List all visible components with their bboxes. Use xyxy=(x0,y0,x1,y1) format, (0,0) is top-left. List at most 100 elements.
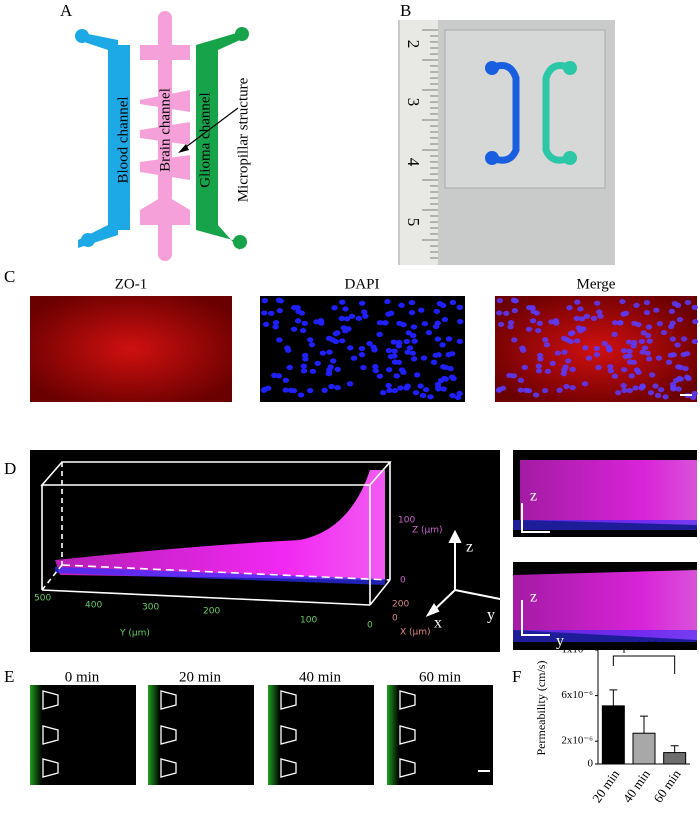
axis-glyph: x xyxy=(556,539,564,556)
nucleus xyxy=(358,300,366,306)
nucleus xyxy=(314,360,321,366)
nucleus xyxy=(413,372,421,378)
nucleus xyxy=(261,298,269,304)
pillar xyxy=(399,725,416,745)
time-label: 0 min xyxy=(65,669,100,685)
nucleus xyxy=(355,315,363,321)
nucleus xyxy=(418,307,425,313)
nucleus xyxy=(398,302,405,308)
nucleus xyxy=(607,363,614,370)
vessel xyxy=(387,685,399,785)
fluorescence-image xyxy=(387,685,493,785)
tick-label: 0 xyxy=(392,614,398,624)
nucleus xyxy=(496,310,503,316)
nucleus xyxy=(410,356,418,362)
nucleus xyxy=(403,338,411,345)
chip-photo xyxy=(398,20,615,265)
nucleus xyxy=(308,342,316,348)
axis-glyph: z xyxy=(466,539,473,556)
ruler-label: 5 xyxy=(404,218,423,227)
nucleus xyxy=(326,349,333,355)
nucleus xyxy=(532,392,540,398)
nucleus xyxy=(290,326,298,332)
nucleus xyxy=(691,390,698,397)
nucleus xyxy=(272,324,279,330)
pillar xyxy=(160,725,177,745)
nucleus xyxy=(561,367,568,373)
nucleus xyxy=(553,320,560,326)
nucleus xyxy=(448,351,456,357)
nucleus xyxy=(419,392,427,399)
nucleus xyxy=(321,387,328,393)
nucleus xyxy=(561,349,568,355)
time-label: 40 min xyxy=(299,669,342,685)
nucleus xyxy=(404,349,411,355)
pillar xyxy=(160,758,177,778)
nucleus xyxy=(626,348,633,354)
nucleus xyxy=(326,367,333,373)
nucleus xyxy=(277,298,284,304)
nucleus xyxy=(566,305,573,311)
nucleus xyxy=(653,307,660,313)
nucleus xyxy=(411,338,418,344)
nucleus xyxy=(408,299,416,306)
nucleus xyxy=(432,352,439,358)
nucleus xyxy=(583,313,591,319)
nucleus xyxy=(573,338,581,344)
nucleus xyxy=(449,392,456,399)
nucleus xyxy=(626,387,634,394)
nucleus xyxy=(339,299,346,305)
ruler-label: 2 xyxy=(404,40,423,49)
nucleus xyxy=(541,387,549,394)
panel-letter: F xyxy=(512,667,521,686)
nucleus xyxy=(631,320,638,326)
nucleus xyxy=(525,388,533,394)
nucleus xyxy=(434,336,441,342)
x-tick-label: 40 min xyxy=(620,766,653,805)
nucleus xyxy=(358,345,366,352)
nucleus xyxy=(680,336,688,342)
nucleus xyxy=(665,359,673,365)
nucleus xyxy=(434,381,442,388)
nucleus xyxy=(347,345,354,351)
tick-label: 500 xyxy=(34,594,51,604)
nucleus xyxy=(631,339,638,346)
fluorescence-image xyxy=(268,685,374,785)
nucleus xyxy=(441,316,449,323)
ruler-label: 4 xyxy=(404,158,423,167)
nucleus xyxy=(437,377,445,384)
nucleus xyxy=(510,373,518,379)
nucleus xyxy=(578,316,586,322)
nucleus xyxy=(682,365,689,372)
y-axis-label: Permeability (cm/s) xyxy=(534,661,548,756)
annotation: Micropillar structure xyxy=(235,77,251,202)
nucleus xyxy=(370,344,377,350)
nucleus xyxy=(543,342,551,348)
nucleus xyxy=(648,372,656,378)
nucleus xyxy=(569,385,576,391)
bar xyxy=(601,705,625,765)
y-tick-label: 6x10⁻⁶ xyxy=(561,689,593,701)
nucleus xyxy=(668,308,676,314)
nucleus xyxy=(625,339,633,345)
nucleus xyxy=(396,320,403,326)
nucleus xyxy=(385,367,393,373)
nucleus xyxy=(409,350,416,356)
nucleus xyxy=(643,299,651,306)
panel-letter: D xyxy=(4,459,16,478)
nucleus xyxy=(646,338,653,344)
nucleus xyxy=(404,384,411,390)
nucleus xyxy=(440,386,447,392)
nucleus xyxy=(350,355,358,361)
nucleus xyxy=(657,387,665,393)
nucleus xyxy=(439,342,446,348)
axis-label: X (μm) xyxy=(400,628,431,638)
nucleus xyxy=(360,364,367,371)
significance-bracket xyxy=(612,655,676,674)
nucleus xyxy=(639,349,646,355)
nucleus xyxy=(628,373,635,379)
nucleus xyxy=(282,387,289,393)
nucleus xyxy=(503,310,510,316)
pillar xyxy=(280,690,297,710)
nucleus xyxy=(387,310,395,316)
